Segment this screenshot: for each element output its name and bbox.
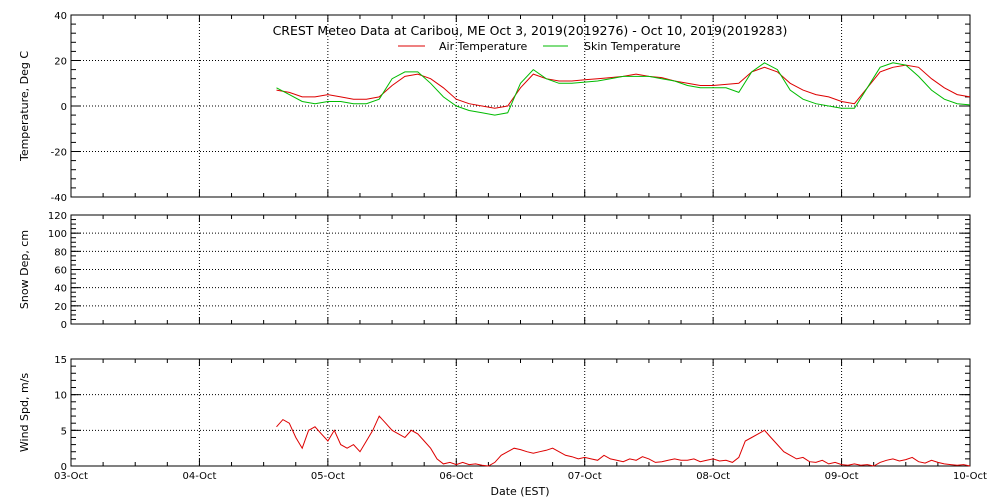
y-tick-label: -40 (51, 193, 67, 204)
y-tick-label: 15 (54, 355, 67, 366)
y-tick-label: 100 (48, 229, 67, 240)
y-axis-title: Temperature, Deg C (18, 51, 31, 162)
x-tick-label: 08-Oct (696, 471, 730, 482)
y-axis-title: Wind Spd, m/s (18, 373, 31, 453)
y-tick-label: 120 (48, 211, 67, 222)
x-tick-label: 05-Oct (311, 471, 345, 482)
panel-temperature: -40 -20 0 20 40 Temperature, Deg C Air Tempera… (18, 11, 971, 204)
chart-title: CREST Meteo Data at Caribou, ME Oct 3, 2… (273, 23, 788, 38)
legend-label: Air Temperature (439, 40, 528, 53)
series-line-temperature-1 (276, 62, 971, 116)
y-tick-label: 0 (61, 320, 67, 331)
y-tick-label: 0 (61, 102, 67, 113)
y-tick-label: -20 (51, 148, 67, 159)
y-tick-label: 60 (54, 266, 67, 277)
x-tick-label: 10-Oct (953, 471, 987, 482)
y-tick-label: 20 (54, 302, 67, 313)
panel-snow: 0 20 40 60 80 100 120 Snow Dep, cm (18, 211, 971, 331)
panel-wind: 0 5 10 15 Wind Spd, m/s 03-Oct 04-Oct 05-Oct 06-… (18, 355, 987, 482)
y-tick-label: 80 (54, 247, 67, 258)
y-tick-label: 5 (61, 426, 67, 437)
series-line-temperature-0 (276, 64, 971, 109)
x-tick-label: 07-Oct (568, 471, 602, 482)
plot-frame (70, 214, 971, 325)
chart-panels: -40 -20 0 20 40 Temperature, Deg C Air Tempera… (18, 11, 987, 482)
legend-label: Skin Temperature (584, 40, 681, 53)
x-tick-label: 04-Oct (182, 471, 216, 482)
series-line-wind-0 (276, 415, 971, 467)
y-tick-label: 10 (54, 391, 67, 402)
y-tick-label: 40 (54, 11, 67, 22)
y-tick-label: 40 (54, 284, 67, 295)
x-tick-label: 09-Oct (825, 471, 859, 482)
x-tick-label: 06-Oct (439, 471, 473, 482)
y-tick-label: 20 (54, 57, 67, 68)
y-axis-title: Snow Dep, cm (18, 230, 31, 309)
y-tick-label: 0 (61, 462, 67, 473)
x-tick-label: 03-Oct (54, 471, 88, 482)
x-axis-title: Date (EST) (490, 485, 549, 498)
